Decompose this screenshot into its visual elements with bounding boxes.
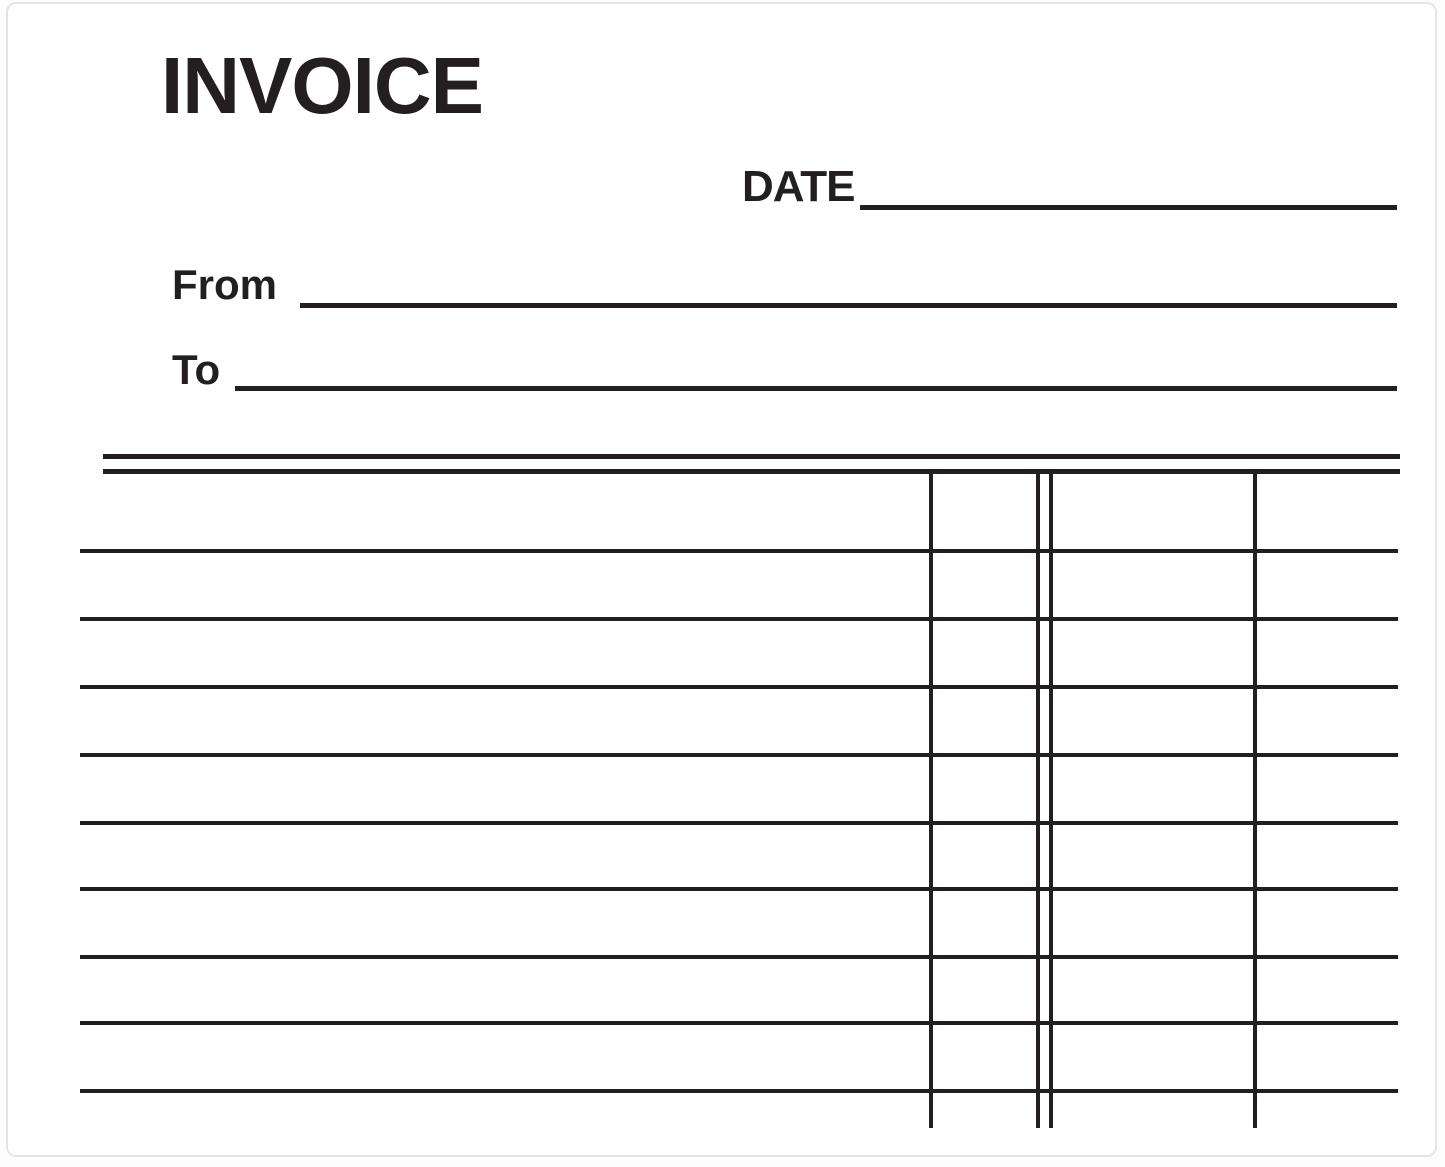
table-row-line [80, 887, 1398, 891]
table-row-line [80, 1021, 1398, 1025]
date-label: DATE [742, 162, 856, 211]
from-label: From [172, 261, 277, 308]
date-input-line[interactable] [860, 205, 1397, 210]
invoice-page: INVOICE DATE From To [6, 2, 1437, 1157]
table-row-line [80, 617, 1398, 621]
table-column-line [1036, 472, 1040, 1128]
table-row-line [80, 955, 1398, 959]
page-title: INVOICE [161, 41, 484, 130]
table-column-line [1049, 472, 1053, 1128]
to-input-line[interactable] [235, 386, 1397, 391]
table-header-double-rule [103, 469, 1400, 474]
table-row-line [80, 1089, 1398, 1093]
line-items-table [8, 444, 1435, 1144]
table-row-line [80, 685, 1398, 689]
table-header-double-rule [103, 454, 1400, 459]
table-row-line [80, 549, 1398, 553]
from-input-line[interactable] [300, 303, 1397, 308]
table-row-line [80, 753, 1398, 757]
table-row-line [80, 821, 1398, 825]
table-column-line [1253, 472, 1257, 1128]
table-column-line [929, 472, 933, 1128]
to-label: To [172, 346, 221, 393]
